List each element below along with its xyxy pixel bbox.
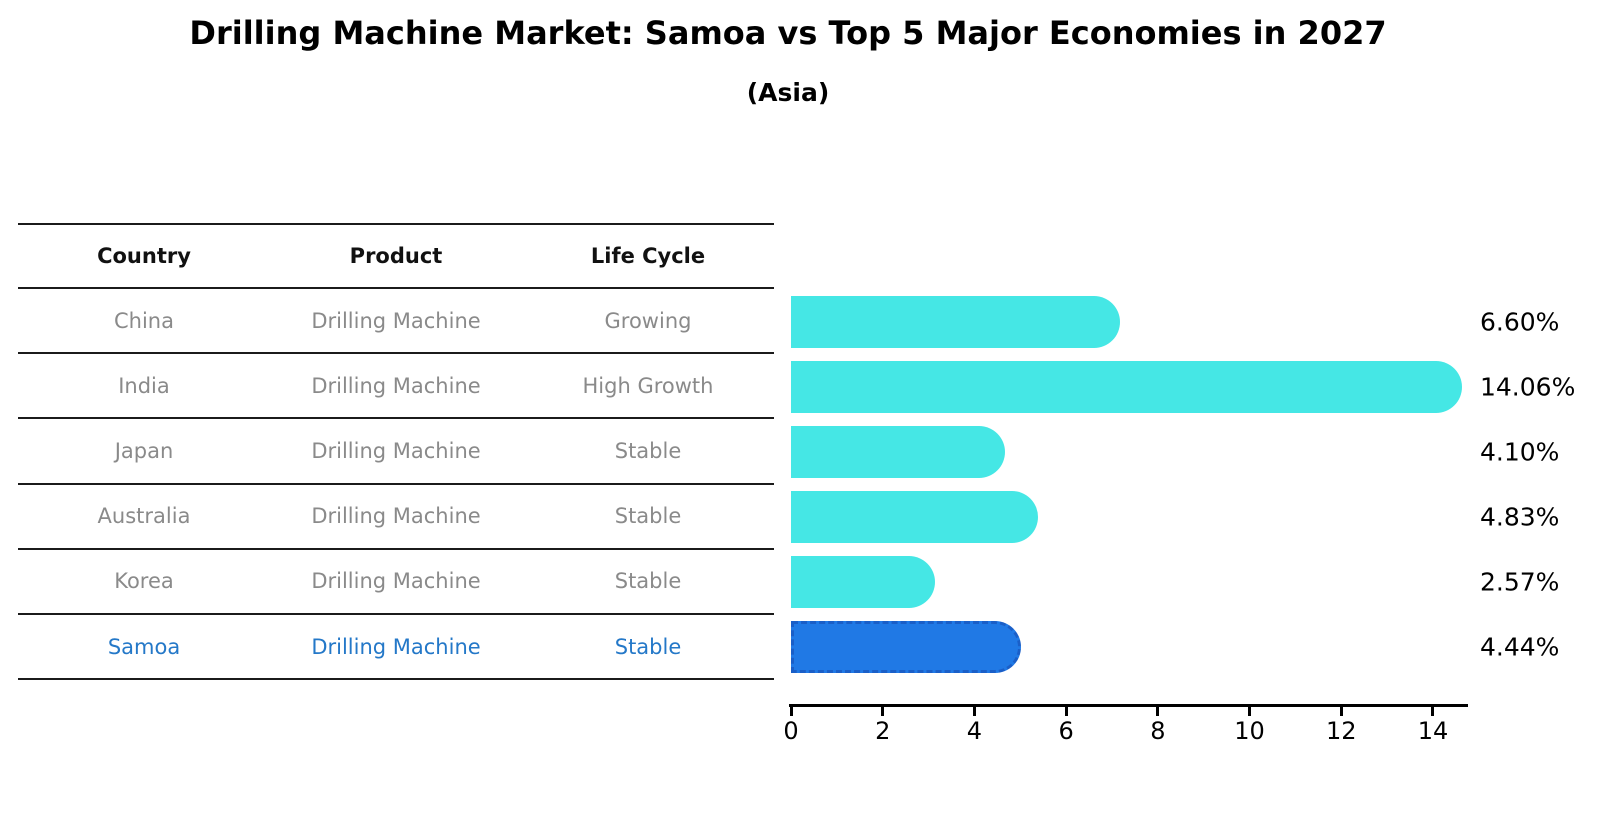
table-row-india: India Drilling Machine High Growth	[18, 354, 774, 420]
cell-lifecycle: Stable	[614, 504, 682, 529]
cell-lifecycle: Growing	[604, 308, 692, 333]
x-tick-12	[1339, 707, 1343, 716]
cell-product: Drilling Machine	[311, 634, 481, 659]
cell-product: Drilling Machine	[311, 308, 481, 333]
bar-australia	[791, 491, 1039, 544]
x-tick-0	[789, 707, 793, 716]
cell-lifecycle: Stable	[614, 438, 682, 463]
x-tick-2	[881, 707, 885, 716]
bar-samoa	[791, 621, 1021, 674]
cell-lifecycle: Stable	[614, 569, 682, 594]
x-tick-label-8: 8	[1150, 717, 1166, 745]
value-label-india: 14.06%	[1480, 372, 1576, 402]
x-tick-4	[972, 707, 976, 716]
bar-china	[791, 295, 1120, 348]
cell-country: Japan	[114, 438, 174, 463]
cell-country: Australia	[97, 504, 191, 529]
column-header-lifecycle: Life Cycle	[590, 244, 706, 268]
country-table: Country Product Life Cycle China Drillin…	[18, 223, 774, 681]
cell-product: Drilling Machine	[311, 373, 481, 398]
x-tick-label-10: 10	[1234, 717, 1265, 745]
x-tick-10	[1248, 707, 1252, 716]
chart-subtitle: (Asia)	[746, 78, 830, 107]
bar-japan	[791, 425, 1005, 478]
x-tick-6	[1064, 707, 1068, 716]
chart-title: Drilling Machine Market: Samoa vs Top 5 …	[189, 14, 1387, 52]
table-header-row: Country Product Life Cycle	[18, 225, 774, 289]
x-tick-14	[1431, 707, 1435, 716]
cell-country: India	[118, 373, 170, 398]
value-label-australia: 4.83%	[1480, 502, 1560, 532]
value-label-samoa: 4.44%	[1480, 632, 1560, 662]
x-tick-label-0: 0	[783, 717, 799, 745]
table-row-korea: Korea Drilling Machine Stable	[18, 550, 774, 615]
cell-lifecycle: Stable	[614, 634, 682, 659]
table-row-australia: Australia Drilling Machine Stable	[18, 485, 774, 550]
column-header-product: Product	[349, 244, 443, 268]
cell-lifecycle: High Growth	[582, 373, 714, 398]
value-label-china: 6.60%	[1480, 307, 1560, 337]
column-header-country: Country	[97, 244, 191, 268]
cell-product: Drilling Machine	[311, 569, 481, 594]
cell-product: Drilling Machine	[311, 438, 481, 463]
cell-country: China	[114, 308, 174, 333]
value-label-japan: 4.10%	[1480, 437, 1560, 467]
x-tick-label-2: 2	[875, 717, 891, 745]
x-tick-label-12: 12	[1326, 717, 1357, 745]
table-row-china: China Drilling Machine Growing	[18, 289, 774, 355]
x-tick-8	[1156, 707, 1160, 716]
cell-country: Korea	[114, 569, 174, 594]
bar-india	[791, 360, 1462, 413]
table-row-samoa: Samoa Drilling Machine Stable	[18, 615, 774, 681]
x-tick-label-14: 14	[1417, 717, 1449, 745]
x-axis: 0 2 4 6 8 10 12 14	[783, 704, 1468, 745]
bar-plot-area	[791, 289, 1468, 704]
x-tick-label-4: 4	[966, 717, 983, 745]
bar-korea	[791, 556, 935, 609]
value-label-column: 6.60% 14.06% 4.10% 4.83% 2.57% 4.44%	[1480, 289, 1604, 704]
cell-product: Drilling Machine	[311, 504, 481, 529]
value-label-korea: 2.57%	[1480, 567, 1560, 597]
table-row-japan: Japan Drilling Machine Stable	[18, 419, 774, 485]
x-tick-label-6: 6	[1058, 717, 1074, 745]
cell-country: Samoa	[107, 634, 181, 659]
